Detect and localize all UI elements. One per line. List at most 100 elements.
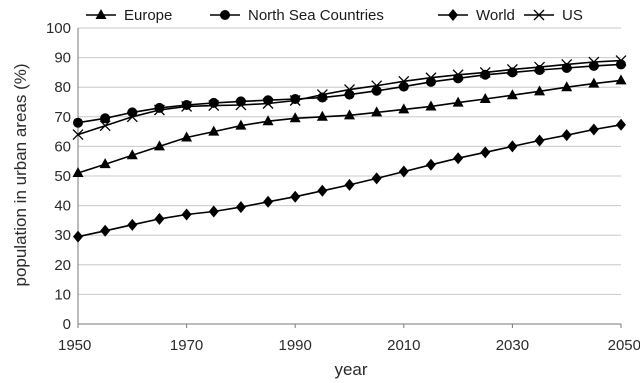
data-point bbox=[344, 89, 355, 100]
y-tick-label: 20 bbox=[54, 257, 71, 274]
data-point bbox=[235, 96, 246, 107]
data-point bbox=[153, 104, 165, 116]
data-point bbox=[615, 55, 627, 67]
legend-marker bbox=[220, 10, 230, 20]
data-point bbox=[480, 146, 491, 159]
x-tick-label: 2010 bbox=[387, 337, 420, 354]
data-point bbox=[153, 140, 165, 151]
data-point bbox=[506, 63, 518, 75]
series-us bbox=[72, 55, 627, 141]
legend-item-us: US bbox=[524, 7, 583, 24]
data-point bbox=[588, 123, 599, 136]
data-point bbox=[616, 59, 626, 70]
y-tick-label: 0 bbox=[63, 316, 71, 333]
legend-label: Europe bbox=[124, 7, 172, 24]
data-point bbox=[73, 117, 83, 128]
data-point bbox=[616, 118, 626, 131]
x-tick-label: 2050 bbox=[608, 337, 640, 354]
y-axis-title: population in urban areas (%) bbox=[11, 63, 30, 286]
legend-label: North Sea Countries bbox=[248, 7, 384, 24]
data-point bbox=[262, 98, 274, 109]
data-point bbox=[208, 205, 219, 218]
y-tick-label: 100 bbox=[46, 20, 71, 37]
data-point bbox=[262, 115, 274, 126]
legend-marker bbox=[448, 9, 458, 21]
x-tick-label: 2030 bbox=[496, 337, 529, 354]
grid-lines bbox=[78, 27, 621, 295]
data-point bbox=[371, 172, 382, 185]
data-point bbox=[371, 106, 383, 117]
data-point bbox=[398, 75, 410, 87]
data-point bbox=[72, 167, 84, 178]
data-point bbox=[398, 165, 409, 178]
data-point bbox=[72, 129, 84, 141]
data-point bbox=[371, 85, 382, 96]
data-point bbox=[99, 158, 111, 169]
data-point bbox=[534, 61, 546, 73]
data-point bbox=[127, 218, 138, 231]
data-point bbox=[100, 224, 111, 237]
y-tick-label: 70 bbox=[54, 109, 71, 126]
data-point bbox=[263, 195, 274, 208]
data-point bbox=[181, 99, 192, 110]
data-point bbox=[453, 152, 464, 165]
legend-item-north-sea-countries: North Sea Countries bbox=[210, 7, 384, 24]
series-europe bbox=[72, 74, 627, 178]
legend-marker bbox=[95, 9, 107, 19]
series-world bbox=[73, 118, 626, 243]
data-point bbox=[344, 178, 355, 191]
data-point bbox=[561, 58, 573, 70]
y-tick-label: 60 bbox=[54, 138, 71, 155]
legend-item-europe: Europe bbox=[86, 7, 172, 24]
x-tick-label: 1990 bbox=[279, 337, 312, 354]
y-tick-label: 10 bbox=[54, 286, 71, 303]
legend-label: World bbox=[476, 7, 515, 24]
y-tick-label: 30 bbox=[54, 227, 71, 244]
data-point bbox=[398, 81, 409, 92]
data-point bbox=[126, 111, 138, 123]
y-tick-label: 90 bbox=[54, 50, 71, 67]
data-point bbox=[344, 109, 355, 120]
x-tick-label: 1970 bbox=[170, 337, 203, 354]
data-point bbox=[154, 212, 165, 225]
y-tick-label: 80 bbox=[54, 79, 71, 96]
x-tick-label: 1950 bbox=[58, 337, 91, 354]
data-point bbox=[452, 96, 464, 107]
data-point bbox=[181, 208, 192, 221]
data-point bbox=[100, 113, 111, 124]
data-point bbox=[588, 60, 599, 71]
data-point bbox=[289, 95, 301, 106]
data-point bbox=[479, 66, 491, 78]
data-point bbox=[425, 158, 436, 171]
data-point bbox=[316, 110, 328, 121]
data-point bbox=[99, 120, 111, 132]
legend-label: US bbox=[562, 7, 583, 24]
data-point bbox=[235, 201, 246, 214]
data-point bbox=[561, 62, 572, 73]
data-point bbox=[208, 100, 220, 112]
data-point bbox=[181, 100, 193, 112]
legend-marker bbox=[533, 9, 545, 21]
data-point bbox=[561, 81, 573, 92]
data-point bbox=[235, 99, 247, 111]
data-point bbox=[290, 190, 301, 203]
data-point bbox=[317, 184, 328, 197]
y-tick-label: 50 bbox=[54, 168, 71, 185]
data-point bbox=[506, 89, 518, 100]
data-point bbox=[615, 74, 627, 85]
data-point bbox=[452, 69, 464, 81]
data-point bbox=[534, 85, 546, 96]
x-axis-title: year bbox=[334, 360, 367, 379]
data-point bbox=[479, 93, 491, 104]
data-point bbox=[534, 134, 545, 147]
data-point bbox=[316, 89, 328, 101]
data-point bbox=[588, 56, 600, 68]
data-point bbox=[507, 140, 518, 153]
data-point bbox=[208, 125, 220, 136]
data-point bbox=[73, 230, 83, 243]
data-point bbox=[344, 84, 355, 96]
data-point bbox=[561, 129, 572, 142]
data-point bbox=[126, 149, 138, 160]
